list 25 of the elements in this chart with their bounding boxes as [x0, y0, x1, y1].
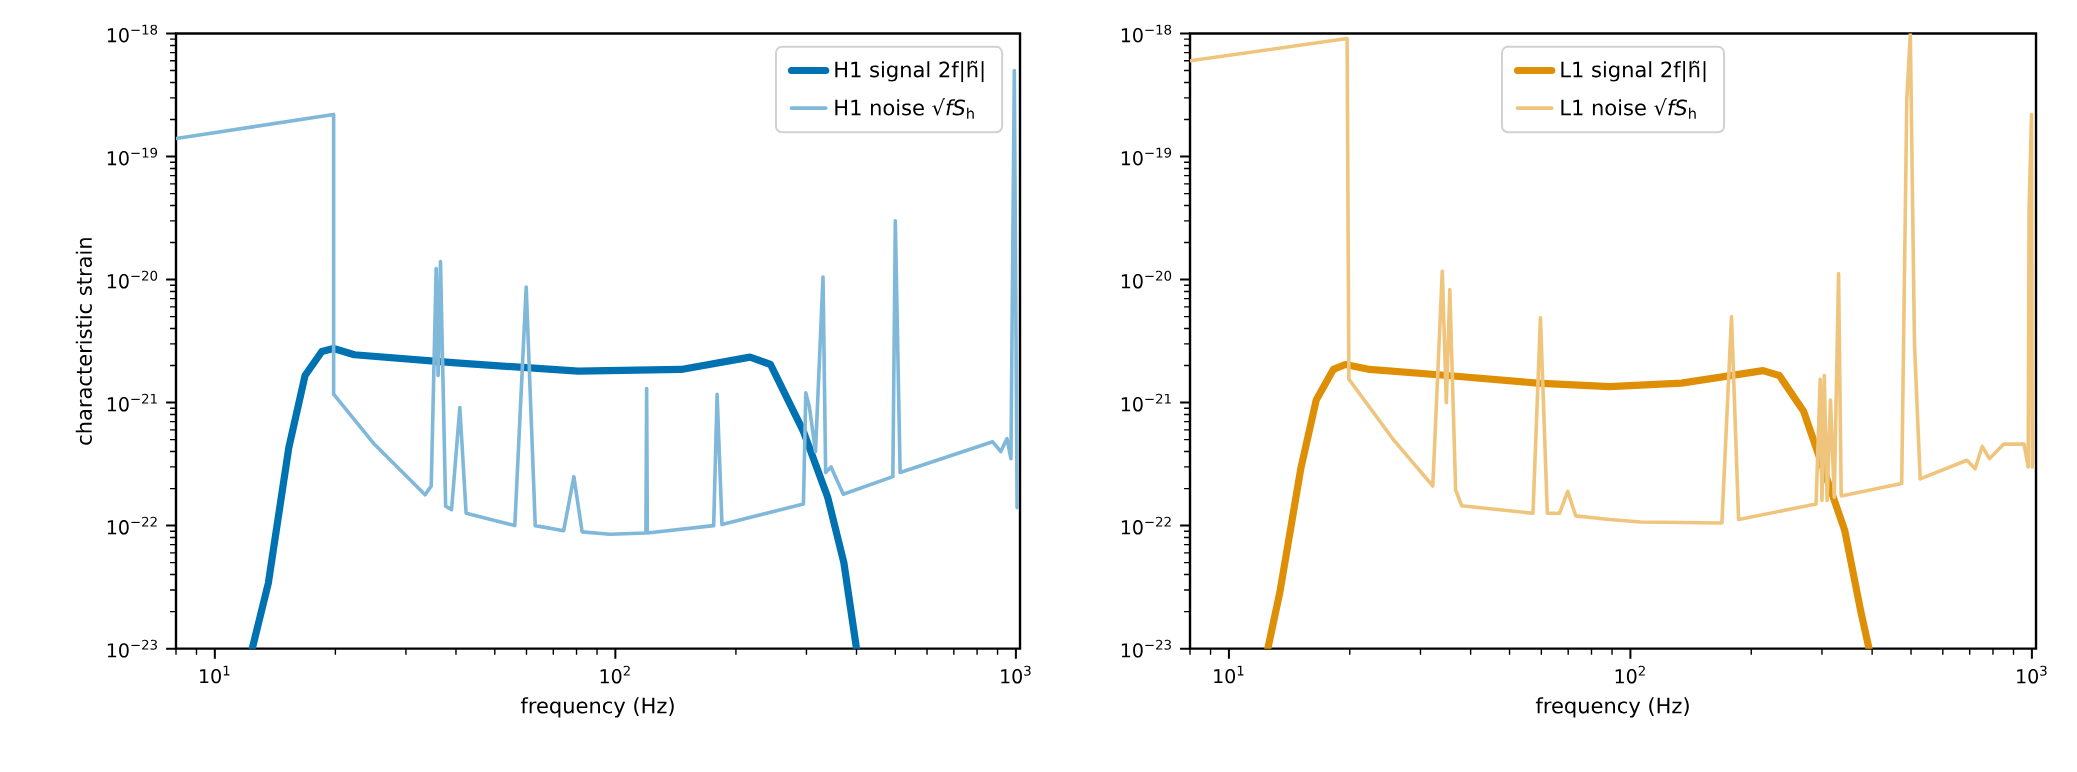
y-tick-label: 10$^{−23}$ [107, 639, 157, 658]
x-tick-label: 10$^{3}$ [1001, 665, 1031, 684]
x-tick-label: 10$^{1}$ [200, 665, 230, 684]
y-tick-label: 10$^{−20}$ [107, 270, 158, 289]
y-tick-label: 10$^{−21}$ [107, 393, 157, 412]
x-tick-label: 10$^{1}$ [1214, 665, 1244, 684]
x-axis-title: frequency (Hz) [1535, 697, 1689, 718]
legend-label: H1 signal 2f|h̃| [835, 60, 984, 83]
y-tick-label: 10$^{−18}$ [1121, 24, 1172, 43]
x-tick-label: 10$^{2}$ [1615, 665, 1645, 684]
y-tick-label: 10$^{−19}$ [1121, 147, 1172, 166]
legend-label: L1 noise √fS$_{h}$ [1561, 98, 1696, 119]
y-axis-title: characteristic strain [75, 238, 92, 445]
y-tick-label: 10$^{−21}$ [1121, 393, 1171, 412]
x-tick-label: 10$^{2}$ [600, 665, 630, 684]
x-tick-label: 10$^{3}$ [2017, 665, 2047, 684]
y-tick-label: 10$^{−20}$ [1121, 270, 1172, 289]
legend-label: L1 signal 2f|h̃| [1561, 60, 1706, 83]
y-tick-label: 10$^{−22}$ [107, 516, 157, 535]
x-axis-title: frequency (Hz) [520, 697, 674, 718]
legend-label: H1 noise √fS$_{h}$ [835, 98, 974, 119]
y-tick-label: 10$^{−18}$ [107, 24, 158, 43]
y-tick-label: 10$^{−23}$ [1121, 639, 1171, 658]
y-tick-label: 10$^{−22}$ [1121, 516, 1171, 535]
y-tick-label: 10$^{−19}$ [107, 147, 158, 166]
